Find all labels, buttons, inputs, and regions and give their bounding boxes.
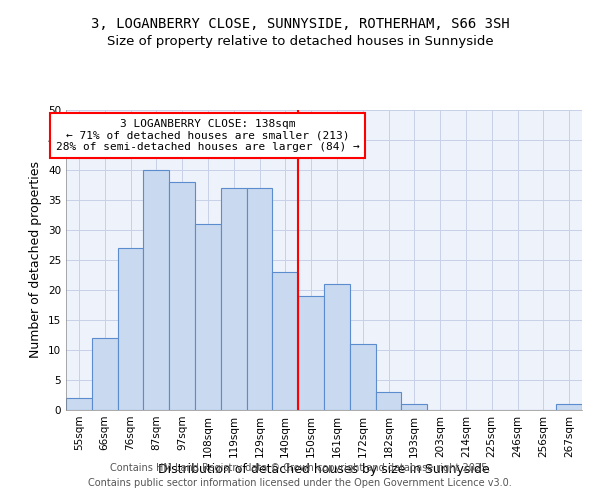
X-axis label: Distribution of detached houses by size in Sunnyside: Distribution of detached houses by size … bbox=[158, 462, 490, 475]
Bar bbox=[401, 404, 427, 410]
Bar bbox=[272, 272, 298, 410]
Bar bbox=[298, 296, 324, 410]
Bar bbox=[324, 284, 350, 410]
Bar bbox=[195, 224, 221, 410]
Bar bbox=[92, 338, 118, 410]
Bar bbox=[66, 398, 92, 410]
Bar bbox=[556, 404, 582, 410]
Y-axis label: Number of detached properties: Number of detached properties bbox=[29, 162, 43, 358]
Text: Size of property relative to detached houses in Sunnyside: Size of property relative to detached ho… bbox=[107, 35, 493, 48]
Text: 3 LOGANBERRY CLOSE: 138sqm
← 71% of detached houses are smaller (213)
28% of sem: 3 LOGANBERRY CLOSE: 138sqm ← 71% of deta… bbox=[56, 119, 360, 152]
Bar bbox=[169, 182, 195, 410]
Bar bbox=[350, 344, 376, 410]
Text: 3, LOGANBERRY CLOSE, SUNNYSIDE, ROTHERHAM, S66 3SH: 3, LOGANBERRY CLOSE, SUNNYSIDE, ROTHERHA… bbox=[91, 18, 509, 32]
Bar bbox=[376, 392, 401, 410]
Bar bbox=[143, 170, 169, 410]
Text: Contains HM Land Registry data © Crown copyright and database right 2025.
Contai: Contains HM Land Registry data © Crown c… bbox=[88, 462, 512, 487]
Bar bbox=[247, 188, 272, 410]
Bar bbox=[221, 188, 247, 410]
Bar bbox=[118, 248, 143, 410]
